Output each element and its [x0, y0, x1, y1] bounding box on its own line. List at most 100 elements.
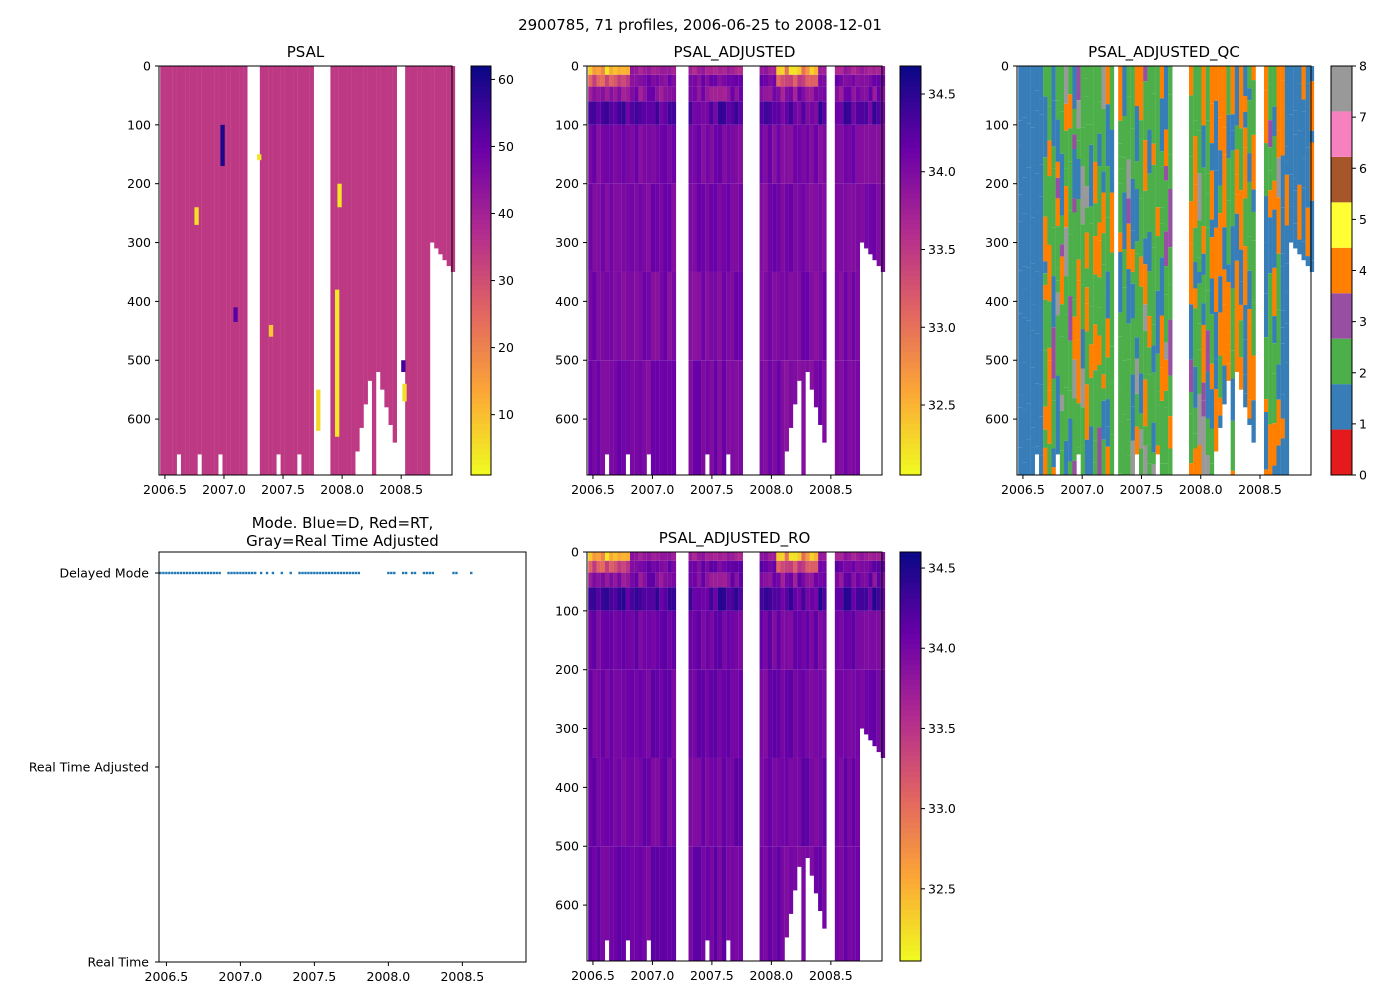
qc-cell [1213, 227, 1219, 277]
y-tick-label: 0 [143, 59, 151, 74]
heatmap-cell [780, 124, 785, 184]
heatmap-cell [701, 124, 706, 184]
heatmap-cell [642, 610, 647, 670]
colorbar-segment [900, 552, 921, 558]
qc-cell [1118, 251, 1123, 313]
qc-cell [1238, 66, 1244, 129]
qc-cell [1122, 414, 1127, 475]
mode-point [233, 571, 236, 575]
heatmap-cell [809, 74, 815, 87]
y-tick-label: 400 [127, 294, 151, 309]
qc-cell [1226, 344, 1231, 364]
qc-cell [1243, 304, 1248, 340]
y-tick-label: 200 [555, 176, 579, 191]
colorbar-segment [900, 117, 921, 123]
heatmap-cell [713, 271, 718, 361]
heatmap-cell [667, 669, 672, 758]
heatmap-cell [788, 552, 794, 561]
heatmap-cell [701, 183, 706, 272]
heatmap-cell [642, 101, 647, 125]
heatmap-cell [646, 572, 652, 588]
qc-cell [1143, 445, 1148, 475]
heatmap-cell [776, 552, 781, 561]
qc-cell [1055, 280, 1060, 293]
qc-cell [1055, 226, 1060, 269]
heatmap-cell [788, 183, 794, 272]
heatmap-cell [839, 757, 844, 847]
qc-cell [1247, 100, 1252, 154]
qc-cell [1126, 96, 1131, 160]
qc-cell [1059, 153, 1065, 216]
colorbar-segment [900, 582, 921, 589]
qc-cell [1226, 200, 1231, 265]
colorbar-segment [900, 557, 921, 563]
qc-cell [1022, 213, 1027, 267]
heatmap-cell [263, 66, 269, 475]
heatmap-cell [797, 101, 802, 125]
qc-cell [1093, 370, 1098, 405]
qc-cell [1293, 134, 1298, 179]
qc-cell [1101, 233, 1106, 265]
heatmap-cell [880, 86, 886, 102]
heatmap-cell [759, 560, 764, 573]
mode-point [322, 571, 325, 575]
qc-cell [1022, 394, 1027, 410]
colorbar-tick-label: 3 [1359, 314, 1367, 329]
qc-cell [1197, 220, 1202, 258]
heatmap-cell [772, 846, 777, 961]
qc-cell [1205, 330, 1210, 372]
heatmap-cell [713, 610, 718, 670]
heatmap-cell [834, 587, 840, 611]
heatmap-cell [797, 124, 802, 184]
heatmap-cell [734, 183, 739, 272]
heatmap-cell [721, 669, 727, 758]
mode-point [239, 571, 242, 575]
heatmap-cell [688, 74, 693, 87]
heatmap-cell [600, 271, 606, 361]
qc-cell [1155, 405, 1160, 446]
heatmap-cell [604, 552, 610, 561]
heatmap-cell [613, 183, 618, 272]
heatmap-cell [843, 669, 848, 758]
heatmap-cell [734, 360, 739, 475]
qc-cell [1047, 360, 1052, 391]
heatmap-cell [613, 587, 618, 611]
heatmap-cell [726, 271, 731, 361]
qc-cell [1072, 212, 1077, 263]
mode-point [265, 571, 269, 575]
heatmap-cell [767, 757, 773, 847]
heatmap-cell [268, 66, 273, 475]
qc-cell [1122, 249, 1127, 288]
qc-cell [1039, 98, 1044, 115]
qc-cell [1076, 301, 1081, 340]
qc-cell [1247, 88, 1252, 101]
qc-cell [1155, 162, 1160, 208]
heatmap-cell [642, 74, 647, 87]
heatmap-cell [788, 66, 794, 75]
y-tick-label: 300 [127, 235, 151, 250]
heatmap-cell [851, 124, 856, 184]
heatmap-cell [726, 66, 731, 75]
psal_adjusted_qc-title: PSAL_ADJUSTED_QC [1088, 43, 1240, 62]
qc-cell [1018, 313, 1023, 349]
heatmap-cell [834, 572, 840, 588]
qc-cell [1226, 281, 1231, 333]
heatmap-cell [592, 587, 597, 611]
heatmap-cell [667, 183, 672, 272]
heatmap-cell [688, 360, 693, 475]
qc-cell [1168, 247, 1173, 285]
qc-cell [1105, 318, 1110, 358]
x-tick-label: 2007.0 [631, 968, 675, 983]
qc-cell [1039, 384, 1044, 405]
heatmap-cell [767, 572, 773, 588]
heatmap-cell [859, 101, 865, 125]
heatmap-cell [834, 66, 840, 75]
heatmap-cell [834, 552, 840, 561]
heatmap-cell [776, 86, 781, 102]
x-tick-label: 2007.5 [293, 969, 337, 984]
qc-cell [1139, 413, 1144, 430]
mode-point [413, 571, 417, 575]
qc-cell [1226, 363, 1231, 381]
qc-cell [1272, 136, 1277, 181]
